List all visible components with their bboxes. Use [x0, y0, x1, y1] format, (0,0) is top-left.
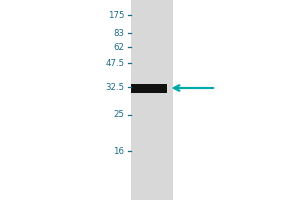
Text: 25: 25 — [113, 110, 124, 119]
Text: 32.5: 32.5 — [105, 82, 124, 92]
Text: 16: 16 — [113, 146, 124, 156]
Text: 62: 62 — [113, 43, 124, 51]
Bar — [130, 0, 172, 200]
Text: 47.5: 47.5 — [105, 58, 124, 68]
Text: 83: 83 — [113, 28, 124, 38]
Text: 175: 175 — [108, 10, 124, 20]
Bar — [130, 84, 166, 92]
